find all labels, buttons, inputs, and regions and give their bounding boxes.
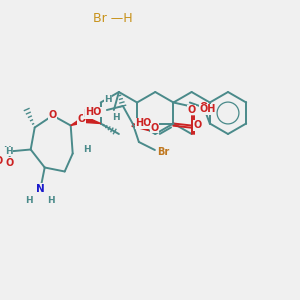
Text: O: O: [78, 115, 86, 124]
Text: O: O: [188, 105, 196, 115]
Text: HO: HO: [83, 109, 100, 119]
Polygon shape: [71, 117, 86, 125]
Text: H: H: [83, 145, 91, 154]
Text: H: H: [104, 95, 112, 104]
Text: HO: HO: [85, 107, 102, 117]
Text: H: H: [5, 147, 13, 156]
Text: O: O: [193, 121, 202, 130]
Text: O: O: [151, 123, 159, 133]
Text: Br: Br: [157, 147, 169, 157]
Text: O: O: [0, 157, 3, 166]
Polygon shape: [84, 117, 101, 124]
Text: O: O: [200, 103, 208, 112]
Text: H: H: [47, 196, 55, 205]
Text: H: H: [25, 196, 32, 205]
Text: H: H: [112, 112, 120, 122]
Text: O: O: [49, 110, 57, 121]
Text: Br —H: Br —H: [93, 11, 133, 25]
Text: OH: OH: [200, 104, 216, 115]
Text: N: N: [36, 184, 45, 194]
Text: HO: HO: [135, 118, 152, 128]
Text: H: H: [3, 146, 10, 155]
Text: O: O: [6, 158, 14, 167]
